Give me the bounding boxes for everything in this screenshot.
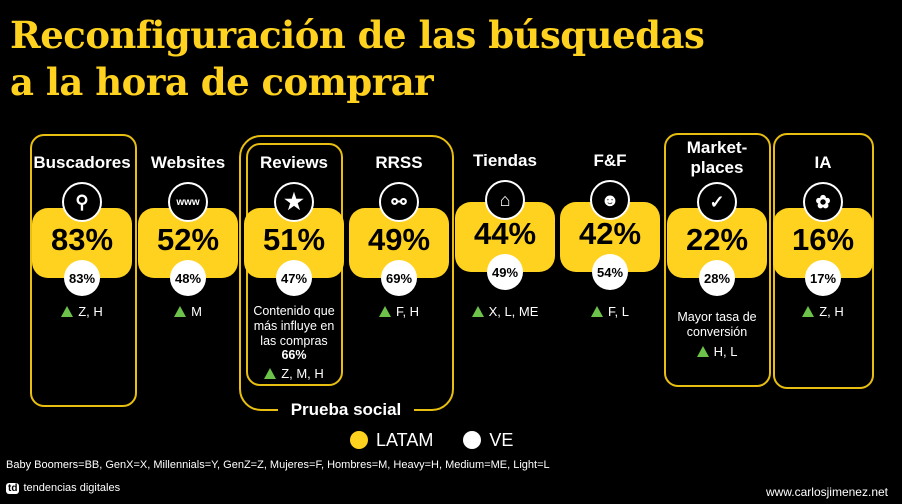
brain-icon: ✿ bbox=[803, 182, 843, 222]
legend: LATAM VE bbox=[350, 430, 513, 451]
reviews-note-value: 66% bbox=[281, 348, 307, 362]
ve-dot-icon bbox=[463, 431, 482, 449]
column-label: Buscadores bbox=[33, 153, 131, 172]
store-icon: ⌂ bbox=[485, 180, 525, 220]
up-triangle-icon bbox=[174, 306, 187, 317]
marketplaces-frame bbox=[664, 133, 771, 387]
column-label: F&F bbox=[593, 151, 627, 170]
segments: M bbox=[135, 304, 241, 320]
prueba-social-label: Prueba social bbox=[278, 400, 414, 420]
basket-icon: ✓ bbox=[697, 182, 737, 222]
website: www.carlosjimenez.net bbox=[765, 485, 888, 499]
segments: H, L bbox=[664, 344, 770, 360]
title-line-2: a la hora de comprar bbox=[10, 60, 434, 104]
www-icon: www bbox=[168, 182, 208, 222]
segments: X, L, ME bbox=[452, 304, 558, 320]
smile-icon: ☻ bbox=[590, 180, 630, 220]
page-title: Reconfiguración de las búsquedas a la ho… bbox=[10, 12, 705, 106]
segments-text: Z, M, H bbox=[281, 366, 324, 381]
ve-value: 83% bbox=[64, 260, 100, 296]
legend-latam-label: LATAM bbox=[376, 430, 434, 450]
segments: Z, H bbox=[29, 304, 135, 320]
buscadores-frame bbox=[30, 134, 137, 407]
legend-ve: VE bbox=[463, 430, 513, 451]
up-triangle-icon bbox=[696, 346, 709, 357]
up-triangle-icon bbox=[802, 306, 815, 317]
star-icon: ★ bbox=[274, 182, 314, 222]
segments-text: H, L bbox=[713, 344, 738, 359]
marketplaces-note: Mayor tasa de conversión bbox=[677, 310, 757, 339]
segments-text: X, L, ME bbox=[488, 304, 539, 319]
brand-logo: td tendencias digitales bbox=[6, 482, 120, 494]
ve-value: 54% bbox=[592, 254, 628, 290]
latam-dot-icon bbox=[350, 431, 368, 449]
column-label: Market- bbox=[686, 138, 748, 157]
ve-value: 49% bbox=[487, 254, 523, 290]
reviews-note: Contenido que más influye en las compras bbox=[253, 304, 335, 348]
segments-text: F, H bbox=[395, 304, 420, 319]
segments: F, L bbox=[557, 304, 663, 320]
ve-value: 47% bbox=[276, 260, 312, 296]
segments-text: M bbox=[191, 304, 202, 319]
column-label: IA bbox=[814, 153, 832, 172]
ve-value: 28% bbox=[699, 260, 735, 296]
search-icon: ⚲ bbox=[62, 182, 102, 222]
column-label: Reviews bbox=[259, 153, 329, 172]
up-triangle-icon bbox=[264, 368, 277, 379]
network-icon: ⚯ bbox=[379, 182, 419, 222]
column-label: Tiendas bbox=[473, 151, 537, 170]
column-label: RRSS bbox=[375, 153, 423, 172]
brand-mark: td bbox=[6, 482, 20, 494]
column-label-2: places bbox=[690, 158, 744, 177]
segments: F, H bbox=[346, 304, 452, 320]
segments: Z, M, H bbox=[241, 366, 347, 382]
segments-text: Z, H bbox=[78, 304, 103, 319]
up-triangle-icon bbox=[61, 306, 74, 317]
ve-value: 17% bbox=[805, 260, 841, 296]
brand-name: tendencias digitales bbox=[23, 482, 121, 494]
legend-ve-label: VE bbox=[489, 430, 514, 450]
up-triangle-icon bbox=[471, 306, 484, 317]
up-triangle-icon bbox=[378, 306, 391, 317]
segments-text: Z, H bbox=[819, 304, 844, 319]
segments-text: F, L bbox=[608, 304, 629, 319]
title-line-1: Reconfiguración de las búsquedas bbox=[10, 13, 705, 57]
column-label: Websites bbox=[150, 153, 226, 172]
up-triangle-icon bbox=[591, 306, 604, 317]
abbreviations: Baby Boomers=BB, GenX=X, Millennials=Y, … bbox=[6, 459, 550, 471]
ve-value: 48% bbox=[170, 260, 206, 296]
ve-value: 69% bbox=[381, 260, 417, 296]
segments: Z, H bbox=[770, 304, 876, 320]
legend-latam: LATAM bbox=[350, 430, 433, 451]
